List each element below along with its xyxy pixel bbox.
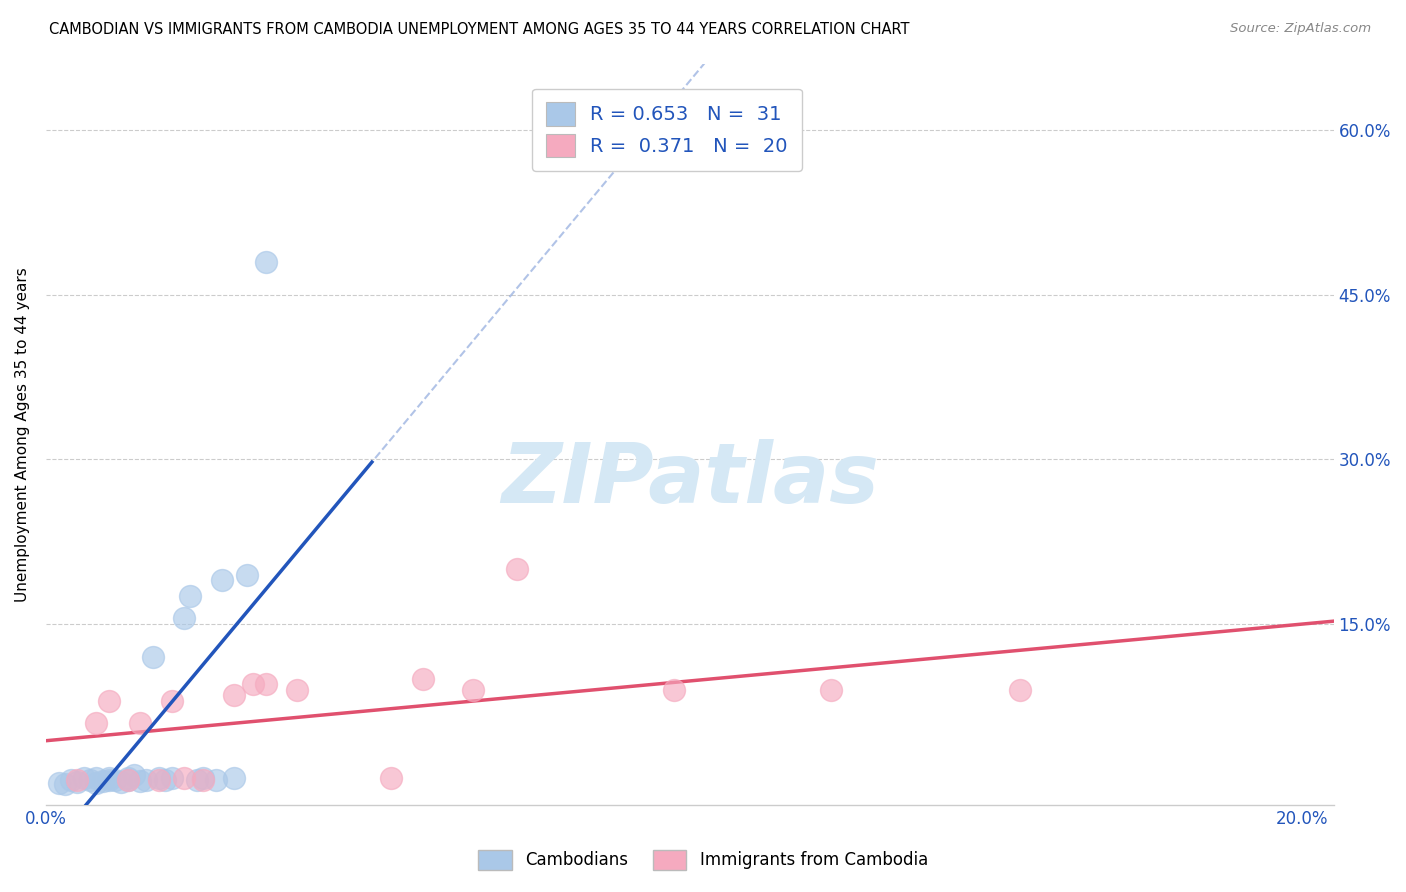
Point [79, 772, 101, 787]
Point [820, 682, 842, 697]
Point [155, 772, 177, 787]
Point [84, 715, 107, 730]
Point [129, 773, 152, 788]
Point [97, 771, 120, 785]
Point [148, 771, 170, 785]
Point [506, 562, 529, 576]
Point [97, 772, 120, 787]
Point [285, 682, 308, 697]
Point [224, 688, 246, 702]
Point [160, 771, 183, 785]
Point [110, 775, 132, 789]
Point [129, 715, 152, 730]
Point [1008, 682, 1031, 697]
Point [191, 771, 214, 785]
Point [66, 775, 89, 789]
Point [224, 771, 246, 785]
Point [242, 677, 264, 691]
Point [211, 573, 233, 587]
Point [173, 771, 195, 785]
Point [73, 771, 96, 785]
Point [254, 254, 277, 268]
Point [135, 772, 157, 787]
Text: ZIPatlas: ZIPatlas [501, 439, 879, 519]
Point [191, 772, 214, 787]
Point [179, 590, 201, 604]
Point [148, 772, 170, 787]
Point [104, 772, 127, 787]
Legend: R = 0.653   N =  31, R =  0.371   N =  20: R = 0.653 N = 31, R = 0.371 N = 20 [531, 88, 801, 171]
Text: CAMBODIAN VS IMMIGRANTS FROM CAMBODIA UNEMPLOYMENT AMONG AGES 35 TO 44 YEARS COR: CAMBODIAN VS IMMIGRANTS FROM CAMBODIA UN… [49, 22, 910, 37]
Point [662, 682, 685, 697]
Point [97, 694, 120, 708]
Point [142, 649, 165, 664]
Point [117, 772, 139, 787]
Point [412, 672, 434, 686]
Point [380, 771, 402, 785]
Point [117, 772, 139, 787]
Legend: Cambodians, Immigrants from Cambodia: Cambodians, Immigrants from Cambodia [471, 843, 935, 877]
Point [204, 772, 226, 787]
Point [60, 772, 83, 787]
Point [173, 611, 195, 625]
Point [84, 771, 107, 785]
Point [122, 768, 145, 782]
Point [236, 567, 259, 582]
Point [186, 772, 208, 787]
Point [53, 777, 76, 791]
Point [84, 776, 107, 790]
Point [117, 771, 139, 785]
Point [160, 694, 183, 708]
Point [461, 682, 484, 697]
Point [91, 773, 114, 788]
Text: Source: ZipAtlas.com: Source: ZipAtlas.com [1230, 22, 1371, 36]
Point [254, 677, 277, 691]
Point [48, 776, 70, 790]
Y-axis label: Unemployment Among Ages 35 to 44 years: Unemployment Among Ages 35 to 44 years [15, 268, 30, 602]
Point [66, 772, 89, 787]
